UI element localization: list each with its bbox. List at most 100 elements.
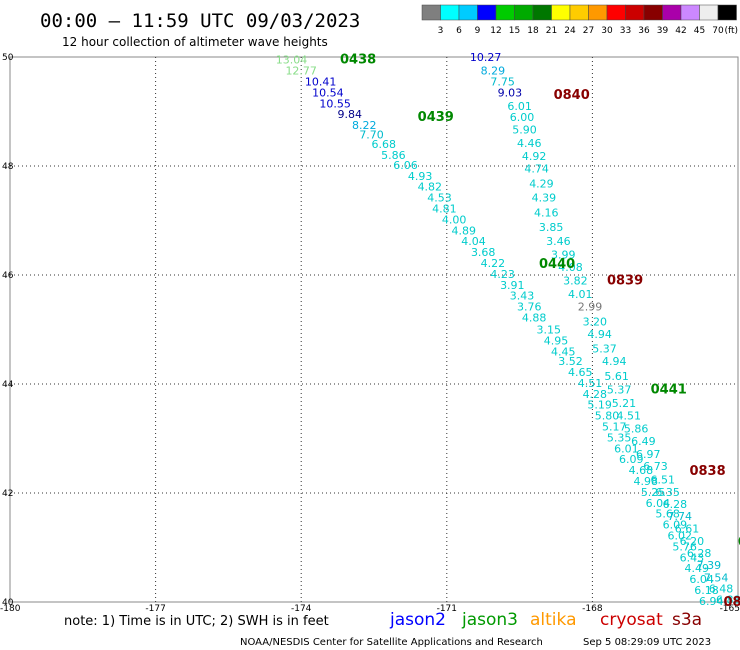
- swh-value-label: 6.48: [709, 582, 734, 595]
- satellite-legend-cryosat: cryosat: [600, 610, 663, 630]
- colorbar-swatch: [551, 4, 571, 21]
- track-id-label: 0: [738, 535, 740, 550]
- chart-subtitle: 12 hour collection of altimeter wave hei…: [62, 35, 328, 49]
- swh-value-label: 6.61: [675, 522, 700, 535]
- swh-value-label: 6.02: [668, 530, 693, 543]
- track-id-label: 0440: [539, 257, 575, 272]
- colorbar-legend: 3 6 9 12 15 18 21 24 27 30 33 36 39 42 45 70 (ft): [421, 4, 738, 36]
- swh-value-label: 4.45: [551, 345, 576, 358]
- note-text: note: 1) Time is in UTC; 2) SWH is in fe…: [64, 614, 329, 629]
- swh-value-label: 5.37: [607, 383, 632, 396]
- x-tick-label: -174: [291, 604, 312, 614]
- swh-value-label: 2.99: [578, 301, 603, 314]
- track-id-label: 0839: [607, 273, 643, 288]
- swh-value-label: 10.55: [319, 97, 351, 110]
- swh-value-label: 5.86: [624, 423, 649, 436]
- swh-value-label: 3.85: [539, 221, 564, 234]
- swh-value-label: 4.81: [432, 203, 457, 216]
- swh-value-label: 6.49: [631, 435, 656, 448]
- colorbar-swatch: [421, 4, 441, 21]
- colorbar-swatch: [680, 4, 700, 21]
- swh-value-label: 4.89: [452, 224, 477, 237]
- colorbar-tick-label: 21: [546, 26, 557, 36]
- gridlines: [10, 57, 738, 602]
- swh-value-label: 6.88: [716, 593, 740, 606]
- x-tick-label: -177: [145, 604, 165, 614]
- y-tick-label: 50: [2, 53, 14, 63]
- y-tick-label: 42: [2, 489, 13, 499]
- swh-value-label: 6.43: [680, 551, 705, 564]
- colorbar-tick-label: 9: [475, 26, 481, 36]
- swh-value-label: 5.37: [592, 343, 617, 356]
- swh-value-label: 6.68: [371, 138, 396, 151]
- colorbar-swatch: [514, 4, 534, 21]
- track-id-label: 0837: [723, 595, 740, 610]
- colorbar-tick-label: 6: [456, 26, 462, 36]
- swh-value-label: 10.54: [312, 86, 344, 99]
- swh-value-label: 4.16: [534, 206, 559, 219]
- colorbar-swatch: [625, 4, 645, 21]
- swh-value-label: 4.53: [427, 192, 452, 205]
- swh-value-label: 4.00: [442, 213, 467, 226]
- swh-value-label: 9.03: [498, 86, 523, 99]
- swh-value-label: 6.01: [507, 100, 532, 113]
- swh-value-label: 6.73: [643, 460, 668, 473]
- swh-value-label: 4.93: [408, 170, 433, 183]
- plot-frame: [9, 56, 739, 603]
- swh-value-label: 7.54: [704, 571, 729, 584]
- swh-value-label: 7.70: [359, 128, 384, 141]
- swh-value-label: 6.20: [680, 535, 705, 548]
- swh-value-label: 6.00: [510, 111, 535, 124]
- swh-value-label: 5.25: [641, 486, 666, 499]
- colorbar-swatch: [532, 4, 552, 21]
- track-id-label: 0838: [689, 464, 725, 479]
- swh-value-label: 4.65: [568, 366, 593, 379]
- swh-value-label: 4.51: [578, 377, 603, 390]
- satellite-legend: jason2 jason3 altika cryosat s3a: [389, 610, 702, 630]
- swh-value-label: 5.80: [595, 410, 620, 423]
- colorbar-tick-label: 30: [601, 26, 613, 36]
- swh-value-label: 3.91: [500, 279, 525, 292]
- colorbar-swatch: [588, 4, 608, 21]
- swh-value-label: 9.84: [337, 108, 362, 121]
- track-labels: 0438 0439 0440 0441 0840 0839 0838 0837 0: [340, 53, 740, 610]
- data-points: 13.0412.7710.4110.5410.559.848.227.706.6…: [276, 51, 740, 608]
- y-tick-label: 40: [2, 598, 14, 608]
- swh-value-label: 10.41: [305, 76, 337, 89]
- swh-value-label: 6.04: [646, 497, 671, 510]
- swh-value-label: 6.35: [655, 486, 680, 499]
- track-id-label: 0441: [651, 382, 687, 397]
- swh-value-label: 5.68: [655, 508, 680, 521]
- swh-value-label: 5.90: [512, 123, 537, 136]
- swh-value-label: 6.01: [614, 442, 639, 455]
- swh-value-label: 6.04: [689, 573, 714, 586]
- swh-value-label: 4.98: [634, 475, 659, 488]
- swh-value-label: 4.82: [418, 181, 443, 194]
- colorbar-tick-label: 42: [675, 26, 686, 36]
- swh-value-label: 6.06: [393, 159, 418, 172]
- satellite-legend-jason3: jason3: [461, 610, 518, 630]
- y-axis-ticks: 40 42 44 46 48 50: [2, 53, 14, 608]
- y-tick-label: 46: [2, 271, 14, 281]
- colorbar-tick-label: 39: [657, 26, 669, 36]
- swh-value-label: 4.46: [517, 137, 542, 150]
- swh-value-label: 5.35: [607, 431, 632, 444]
- colorbar-swatch: [606, 4, 626, 21]
- swh-value-label: 5.17: [602, 421, 627, 434]
- x-tick-label: -171: [437, 604, 457, 614]
- swh-value-label: 4.39: [532, 192, 557, 205]
- swh-value-label: 3.46: [546, 235, 571, 248]
- x-tick-label: -165: [720, 604, 740, 614]
- colorbar-tick-label: 27: [583, 26, 594, 36]
- swh-value-label: 4.74: [524, 163, 549, 176]
- swh-value-label: 5.19: [587, 399, 612, 412]
- swh-value-label: 6.51: [651, 473, 676, 486]
- satellite-legend-s3a: s3a: [672, 610, 702, 630]
- swh-value-label: 7.74: [668, 510, 693, 523]
- swh-value-label: 5.61: [604, 370, 629, 383]
- colorbar-swatch: [569, 4, 589, 21]
- swh-value-label: 3.68: [471, 246, 496, 259]
- colorbar-tick-label: 33: [620, 26, 631, 36]
- swh-value-label: 4.68: [629, 464, 654, 477]
